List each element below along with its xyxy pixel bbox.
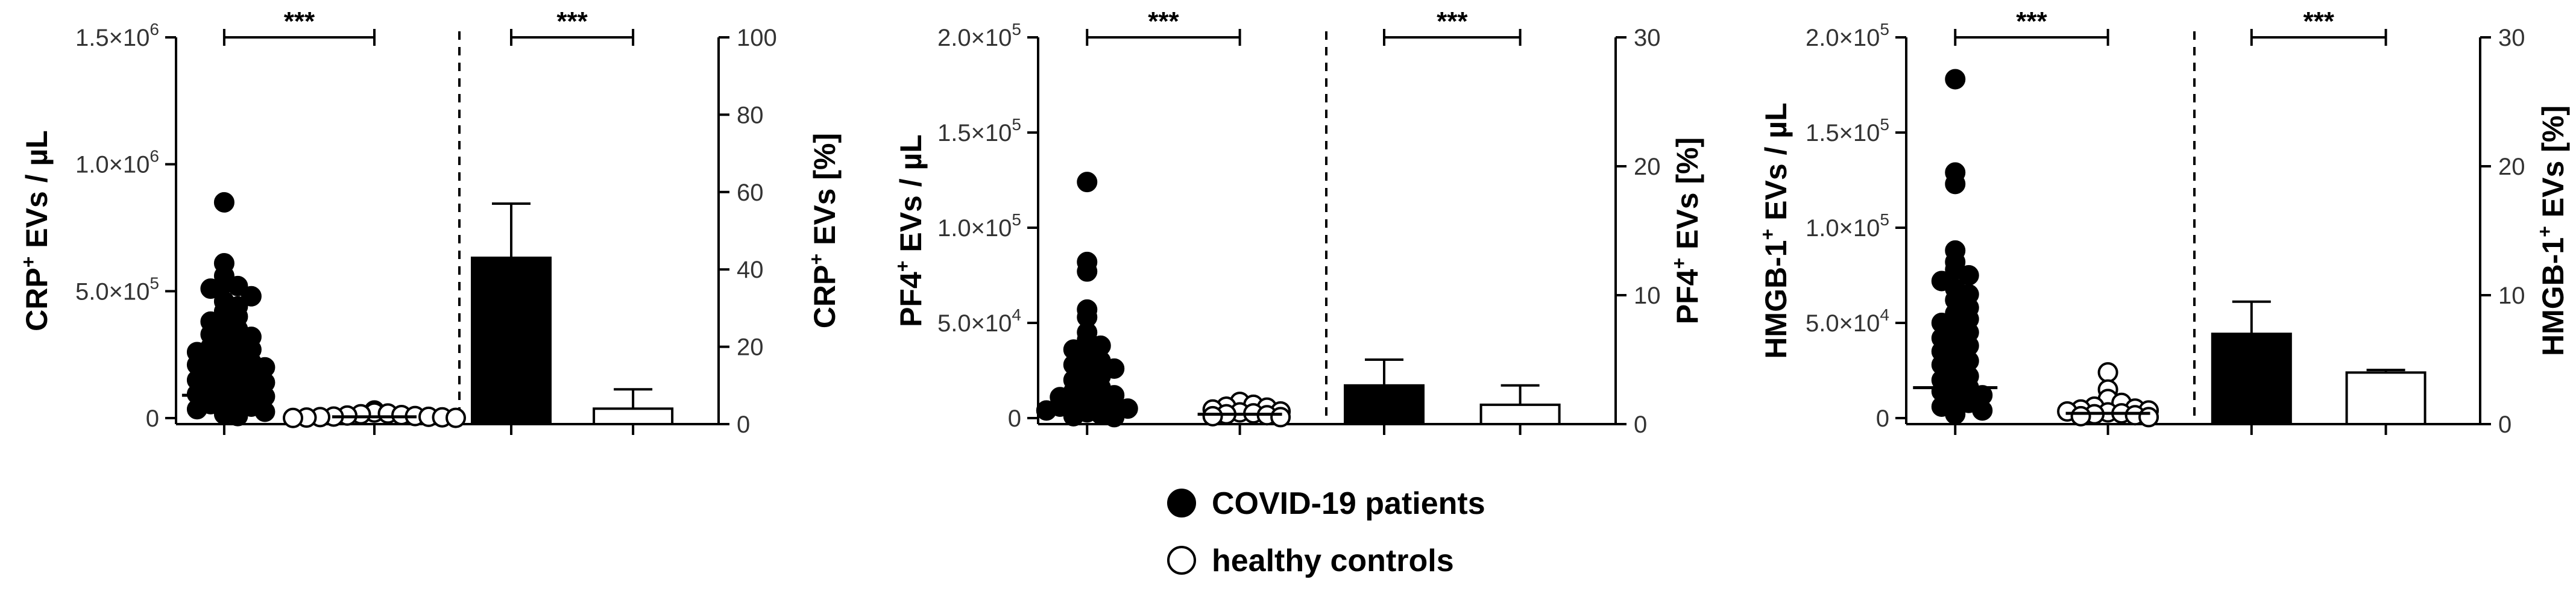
scatter-point (1972, 400, 1993, 421)
significance-label: *** (2016, 7, 2047, 36)
scatter-point (283, 407, 303, 428)
left-y-tick-label: 1.0×106 (75, 147, 159, 178)
scatter-point (1202, 405, 1223, 427)
left-y-tick-label: 0 (146, 405, 159, 432)
scatter-point (254, 401, 276, 422)
right-y-tick-label: 0 (2498, 411, 2511, 438)
scatter-point (2138, 407, 2159, 428)
panel-3: 0 5.0×104 1.0×105 1.5×105 2.0×105 0 10 20 30 HMGB… (1757, 7, 2570, 438)
legend-marker-filled-circle (1167, 489, 1196, 517)
left-y-tick-label: 1.5×105 (937, 115, 1021, 146)
bar (471, 256, 552, 425)
left-y-tick-label: 1.0×105 (937, 210, 1021, 242)
panel-2: 0 5.0×104 1.0×105 1.5×105 2.0×105 0 10 20 30 PF4+… (892, 7, 1704, 438)
legend: COVID-19 patients healthy controls (1167, 486, 1485, 578)
scatter-point (227, 405, 248, 427)
scatter-point (241, 286, 262, 307)
left-y-tick-label: 0 (1876, 405, 1889, 432)
scatter-point (2097, 362, 2118, 383)
right-y-tick-label: 0 (737, 411, 750, 438)
bar (593, 407, 674, 426)
right-y-tick-label: 30 (1634, 25, 1661, 51)
right-y-tick-label: 20 (737, 334, 764, 361)
scatter-point (1077, 261, 1098, 282)
significance-label: *** (556, 7, 588, 36)
left-y-tick-label: 5.0×105 (75, 274, 159, 305)
scatter-point (213, 192, 235, 213)
significance-label: *** (1437, 7, 1468, 36)
scatter-point (1104, 407, 1125, 428)
right-y-tick-label: 10 (1634, 283, 1661, 309)
left-y-tick-label: 2.0×105 (937, 20, 1021, 51)
panel-1: 0 5.0×105 1.0×106 1.5×106 0 20 40 60 80 100 CRP+ E… (17, 7, 842, 438)
bar (2211, 333, 2292, 426)
right-y-tick-label: 40 (737, 257, 764, 283)
legend-label-patients: COVID-19 patients (1212, 486, 1485, 521)
left-y-tick-label: 1.0×105 (1806, 210, 1889, 242)
right-y-tick-label: 60 (737, 180, 764, 206)
left-y-axis-title: HMGB-1+ EVs / µL (1757, 102, 1793, 358)
right-y-tick-label: 10 (2498, 283, 2525, 309)
right-y-tick-label: 0 (1634, 411, 1647, 438)
right-y-tick-label: 80 (737, 102, 764, 128)
scatter-point (1945, 404, 1966, 425)
scatter-point (1270, 407, 1291, 428)
scatter-point (2070, 405, 2091, 427)
scatter-point (1077, 172, 1098, 193)
left-y-tick-label: 1.5×105 (1806, 115, 1889, 146)
right-y-axis-title: CRP+ EVs [%] (805, 133, 842, 328)
bar (2345, 371, 2426, 426)
bar (1479, 403, 1561, 426)
right-y-axis-title: PF4+ EVs [%] (1668, 137, 1704, 324)
scatter-point (186, 399, 207, 420)
left-y-tick-label: 5.0×104 (1806, 305, 1889, 337)
scatter-point (1945, 69, 1966, 90)
significance-label: *** (2304, 7, 2335, 36)
scatter-point (1945, 174, 1966, 195)
left-y-tick-label: 0 (1008, 405, 1021, 432)
right-y-tick-label: 20 (1634, 154, 1661, 180)
left-y-tick-label: 2.0×105 (1806, 20, 1889, 51)
significance-label: *** (284, 7, 315, 36)
left-y-axis-title: PF4+ EVs / µL (892, 134, 928, 327)
scatter-point (227, 275, 248, 296)
scatter-point (1063, 405, 1084, 427)
legend-label-controls: healthy controls (1212, 543, 1454, 578)
significance-label: *** (1148, 7, 1179, 36)
bar (1344, 384, 1425, 425)
legend-item-controls: healthy controls (1167, 543, 1454, 578)
legend-marker-open-circle (1167, 546, 1196, 575)
right-y-tick-label: 30 (2498, 25, 2525, 51)
right-y-axis-title: HMGB-1+ EVs [%] (2534, 105, 2570, 356)
right-y-tick-label: 20 (2498, 154, 2525, 180)
scatter-point (200, 278, 221, 299)
left-y-axis-title: CRP+ EVs / µL (17, 130, 54, 331)
left-y-tick-label: 5.0×104 (937, 305, 1021, 337)
legend-item-patients: COVID-19 patients (1167, 486, 1485, 521)
right-y-tick-label: 100 (737, 25, 777, 51)
left-y-tick-label: 1.5×106 (75, 20, 159, 51)
scatter-point (446, 407, 466, 428)
